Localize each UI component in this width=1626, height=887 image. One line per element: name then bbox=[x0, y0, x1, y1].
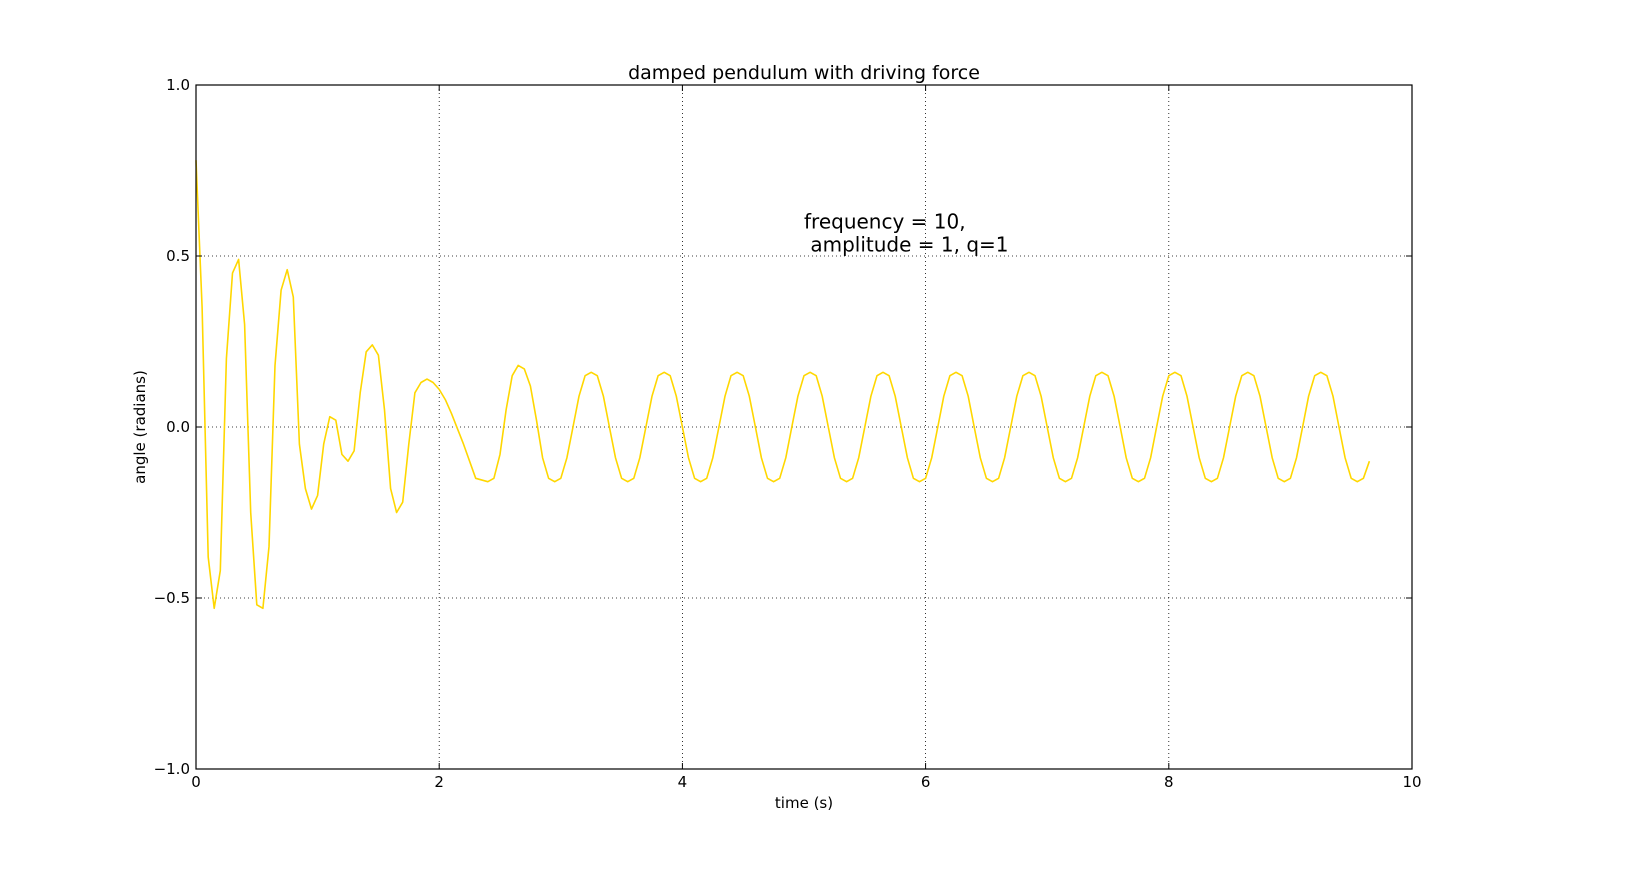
annotation-line: amplitude = 1, q=1 bbox=[804, 233, 1009, 257]
x-tick-label: 8 bbox=[1164, 773, 1174, 791]
x-tick-label: 4 bbox=[678, 773, 688, 791]
x-tick-label: 0 bbox=[191, 773, 201, 791]
x-tick-label: 6 bbox=[921, 773, 931, 791]
series-line-angle bbox=[195, 160, 1371, 610]
grid bbox=[196, 85, 1412, 769]
y-tick-label: −1.0 bbox=[154, 760, 190, 778]
x-axis-label: time (s) bbox=[775, 794, 833, 812]
y-tick-label: 0.0 bbox=[166, 418, 190, 436]
series-layer bbox=[195, 160, 1371, 610]
annotation: frequency = 10, amplitude = 1, q=1 bbox=[0, 0, 1028, 257]
y-axis-label: angle (radians) bbox=[131, 370, 149, 484]
x-tick-label: 2 bbox=[434, 773, 444, 791]
y-tick-label: 0.5 bbox=[166, 247, 190, 265]
y-tick-label: 1.0 bbox=[166, 76, 190, 94]
annotation-line: frequency = 10, bbox=[804, 210, 966, 234]
chart-title: damped pendulum with driving force bbox=[628, 62, 980, 84]
ticks bbox=[195, 84, 1413, 770]
x-tick-label: 10 bbox=[1402, 773, 1421, 791]
y-tick-label: −0.5 bbox=[154, 589, 190, 607]
tick-labels: 0 2 4 6 8 10 −1.0 −0.5 0.0 0.5 1.0 bbox=[154, 76, 1422, 791]
